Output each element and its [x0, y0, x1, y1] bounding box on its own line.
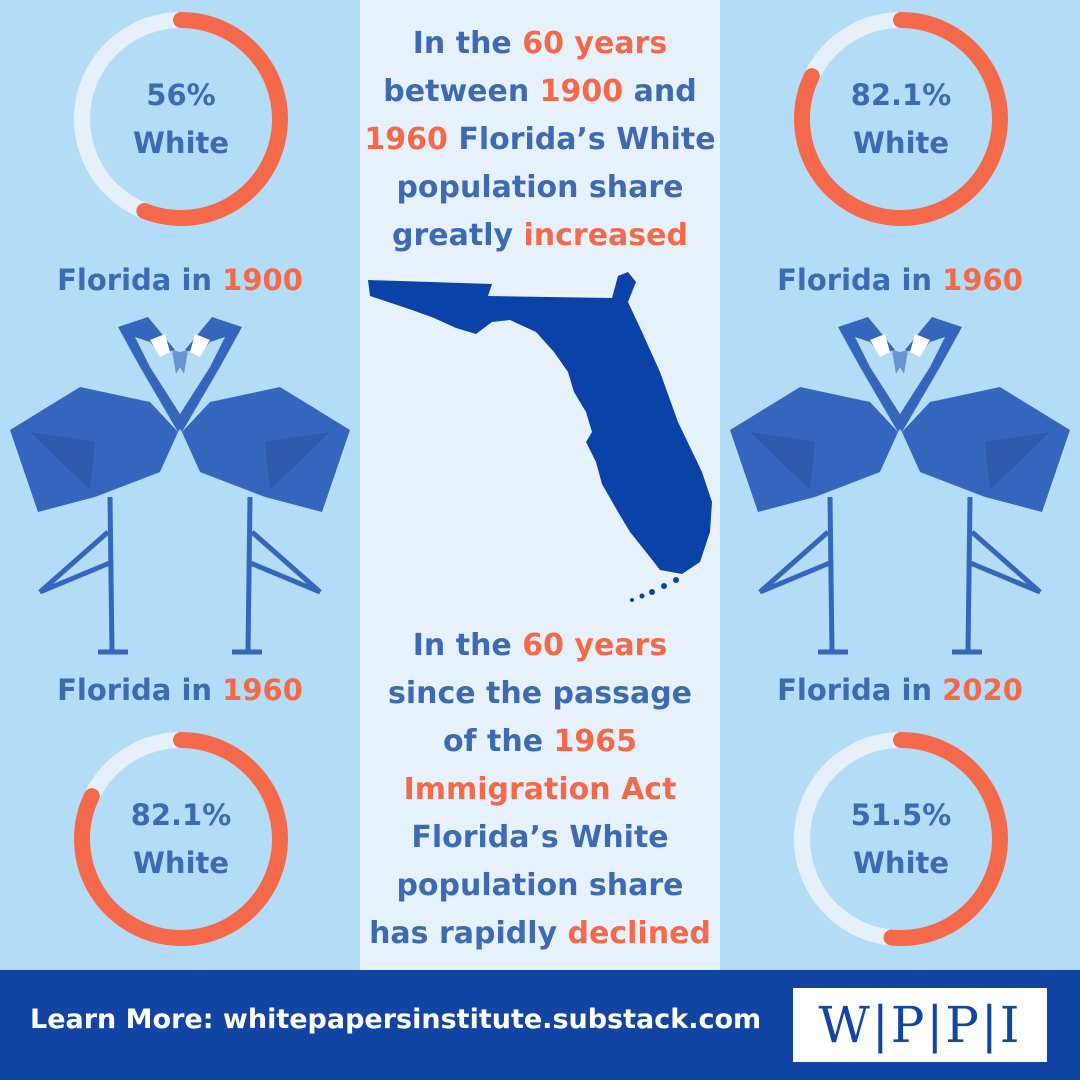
body-text: since the passage: [387, 676, 693, 711]
donut-label: 82.1% White: [787, 5, 1015, 233]
body-text: of the: [442, 724, 554, 759]
bottom-paragraph: In the 60 years since the passage of the 1…: [360, 622, 720, 958]
donut-category: White: [852, 126, 950, 160]
donut-chart-1960-bottom: 82.1% White: [67, 725, 295, 953]
body-text: In the: [412, 26, 523, 61]
donut-label: 82.1% White: [67, 725, 295, 953]
highlight-text: declined: [567, 916, 711, 951]
highlight-text: 1960: [364, 122, 448, 157]
caption-year: 1960: [942, 263, 1023, 297]
donut-value: 82.1%: [850, 78, 952, 112]
paragraph-line: In the 60 years: [360, 20, 720, 68]
paragraph-line: Florida’s White: [360, 814, 720, 862]
highlight-text: 60 years: [522, 26, 668, 61]
paragraph-line: 1960 Florida’s White: [360, 116, 720, 164]
donut-label: 56% White: [67, 5, 295, 233]
donut-arc-white: [74, 732, 288, 946]
body-text: population share: [396, 868, 684, 903]
body-text: population share: [396, 170, 684, 205]
flamingo-pair-icon: [720, 312, 1080, 657]
caption-year: 1960: [222, 673, 303, 707]
body-text: and: [623, 74, 697, 109]
logo-text: W|P|P|I: [818, 996, 1022, 1054]
donut-category: White: [852, 846, 950, 880]
paragraph-line: population share: [360, 164, 720, 212]
caption-prefix: Florida in: [777, 263, 943, 297]
wppi-logo: W|P|P|I: [793, 988, 1047, 1062]
caption-florida-2020: Florida in 2020: [720, 673, 1080, 707]
caption-prefix: Florida in: [57, 673, 223, 707]
body-text: greatly: [392, 218, 524, 253]
caption-prefix: Florida in: [777, 673, 943, 707]
donut-value: 56%: [146, 78, 216, 112]
body-text: In the: [412, 628, 523, 663]
flamingo-pair-icon: [10, 312, 360, 655]
donut-label: 51.5% White: [787, 725, 1015, 953]
highlight-text: 1900: [539, 74, 624, 109]
caption-prefix: Florida in: [57, 263, 223, 297]
highlight-text: 60 years: [522, 628, 668, 663]
top-paragraph: In the 60 years between 1900 and 1960 Flor…: [360, 20, 720, 260]
paragraph-line: Immigration Act: [360, 766, 720, 814]
highlight-text: increased: [523, 218, 688, 253]
donut-category: White: [132, 846, 230, 880]
paragraph-line: greatly increased: [360, 212, 720, 260]
caption-florida-1900: Florida in 1900: [0, 263, 360, 297]
body-text: Florida’s White: [411, 820, 669, 855]
donut-chart-2020: 51.5% White: [787, 725, 1015, 953]
paragraph-line: of the 1965: [360, 718, 720, 766]
donut-category: White: [132, 126, 230, 160]
paragraph-line: In the 60 years: [360, 622, 720, 670]
paragraph-line: population share: [360, 862, 720, 910]
paragraph-line: has rapidly declined: [360, 910, 720, 958]
donut-arc-white: [794, 732, 1008, 946]
body-text: Florida’s White: [447, 122, 716, 157]
paragraph-line: since the passage: [360, 670, 720, 718]
highlight-text: 1965: [553, 724, 638, 759]
caption-year: 2020: [942, 673, 1023, 707]
caption-year: 1900: [222, 263, 303, 297]
caption-florida-1960-top: Florida in 1960: [720, 263, 1080, 297]
body-text: has rapidly: [369, 916, 568, 951]
caption-florida-1960-bottom: Florida in 1960: [0, 673, 360, 707]
donut-chart-1900: 56% White: [67, 5, 295, 233]
donut-chart-1960-top: 82.1% White: [787, 5, 1015, 233]
florida-map-icon: [368, 272, 712, 602]
donut-arc-white: [74, 12, 288, 226]
donut-arc-white: [794, 12, 1008, 226]
body-text: between: [383, 74, 540, 109]
paragraph-line: between 1900 and: [360, 68, 720, 116]
donut-value: 82.1%: [130, 798, 232, 832]
learn-more-link[interactable]: Learn More: whitepapersinstitute.substac…: [30, 1004, 762, 1035]
highlight-text: Immigration Act: [403, 772, 677, 807]
donut-value: 51.5%: [850, 798, 952, 832]
